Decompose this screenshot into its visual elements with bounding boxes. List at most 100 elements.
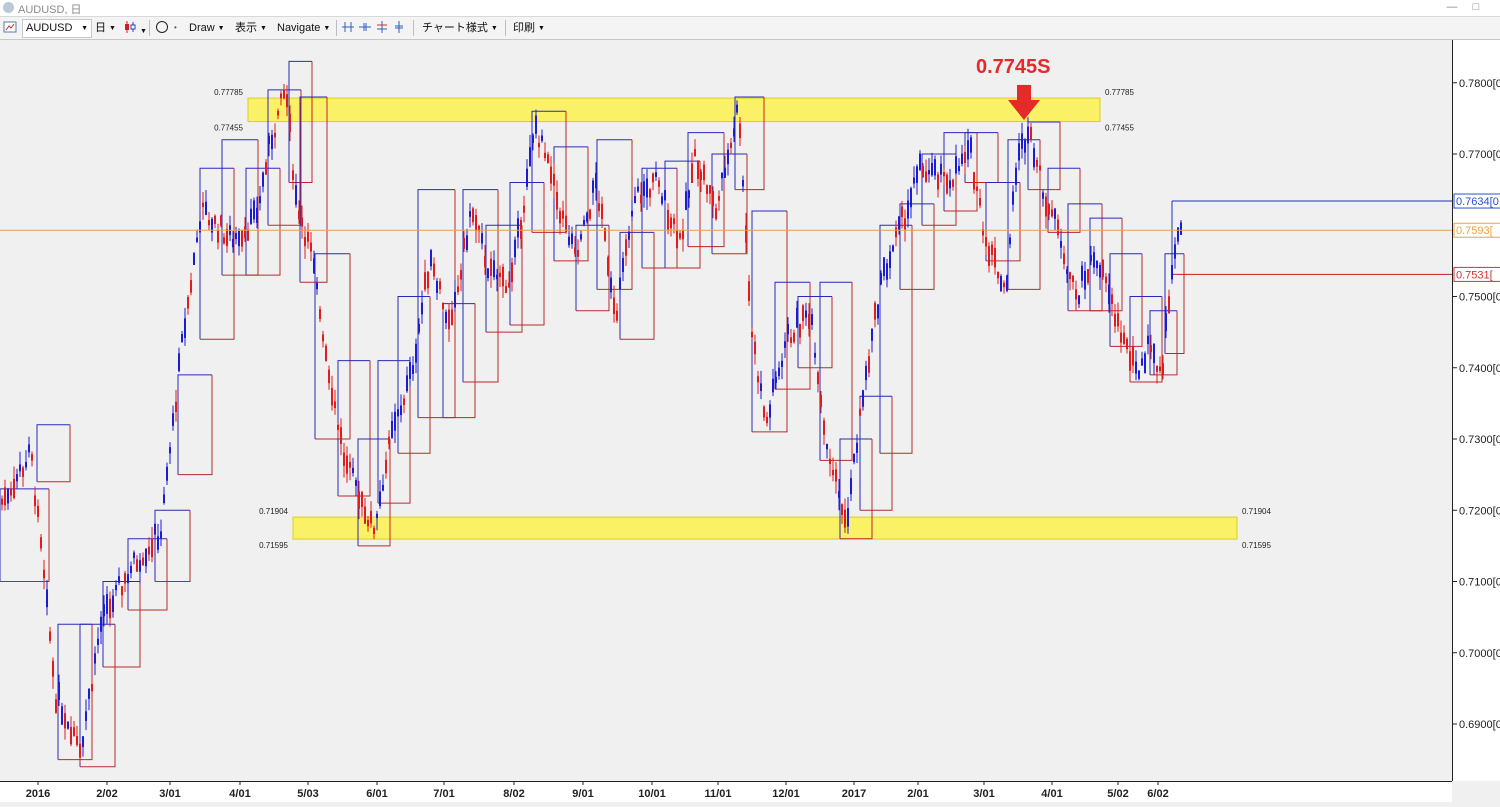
range-box-lower	[155, 510, 191, 582]
symbol-select[interactable]: AUDUSD ▼	[22, 19, 92, 38]
range-box-upper	[314, 253, 350, 439]
candle-body	[403, 398, 405, 406]
zone-top-label-left: 0.71904	[259, 507, 288, 516]
price-chart[interactable]: 0.77785 0.77455 0.77785 0.77455 0.71904 0.715…	[0, 40, 1452, 781]
chart-canvas[interactable]: 0.77785 0.77455 0.77785 0.77455 0.71904 0.715…	[0, 40, 1452, 781]
candle-body	[829, 458, 831, 464]
price-label-box	[1453, 193, 1500, 209]
maximize-icon[interactable]: □	[1472, 1, 1480, 13]
zoom-in-y-button[interactable]	[375, 20, 389, 36]
candle-body	[340, 427, 342, 445]
range-box-lower	[200, 168, 235, 340]
candle-body	[292, 170, 294, 180]
candle-body	[175, 401, 177, 412]
candle-body	[1144, 353, 1146, 374]
candle-body	[472, 208, 474, 223]
symbol-value: AUDUSD	[26, 22, 73, 34]
candle-body	[178, 353, 180, 372]
navigate-menu[interactable]: Navigate ▼	[277, 20, 330, 36]
candle-body	[400, 405, 402, 416]
candle-body	[58, 682, 60, 700]
candle-body	[301, 217, 303, 227]
candle-body	[559, 211, 561, 224]
bullet-separator-icon: •	[174, 23, 177, 32]
candle-body	[430, 250, 432, 267]
range-box-upper	[751, 210, 787, 432]
candle-body	[898, 216, 900, 230]
candle-body	[157, 536, 159, 550]
candle-body	[751, 331, 753, 338]
view-menu[interactable]: 表示 ▼	[235, 20, 267, 36]
range-box-upper	[687, 132, 724, 247]
zone-bottom-label-right: 0.77455	[1105, 124, 1134, 133]
candle-body	[1108, 284, 1110, 305]
candle-body	[742, 180, 744, 187]
candle-body	[412, 365, 414, 374]
candle-body	[487, 268, 489, 279]
candle-body	[883, 257, 885, 277]
candle-body	[76, 736, 78, 745]
zoom-in-x-button[interactable]	[341, 20, 355, 36]
candle-style-dropdown[interactable]: ▼	[123, 20, 147, 36]
candle-body	[13, 478, 15, 498]
candle-body	[1006, 275, 1008, 291]
print-menu[interactable]: 印刷 ▼	[513, 20, 545, 36]
range-box-upper	[531, 110, 566, 233]
price-label-text: 0.7634[0	[1456, 196, 1499, 208]
range-box-upper	[337, 360, 370, 496]
candle-body	[703, 164, 705, 181]
candle-body	[220, 215, 222, 226]
candle-body	[610, 277, 612, 293]
minimize-icon[interactable]: —	[1446, 1, 1458, 13]
zoom-out-x-button[interactable]	[358, 20, 372, 36]
range-box-lower	[1165, 253, 1185, 354]
candle-body	[442, 302, 444, 310]
candle-body	[856, 442, 858, 453]
candle-body	[847, 508, 849, 527]
range-box-upper	[1067, 203, 1102, 311]
zone-top-label-left: 0.77785	[214, 88, 243, 97]
candle-body	[871, 329, 873, 341]
candle-body	[733, 128, 735, 137]
draw-menu[interactable]: Draw ▼	[189, 20, 225, 36]
price-axis[interactable]: 0.7800[0 0.7700[0 0.7500[0 0.7400[0 0.7300[0…	[1452, 40, 1500, 781]
candle-body	[667, 209, 669, 230]
candle-body	[262, 172, 264, 187]
chart-window-icon[interactable]	[3, 20, 17, 36]
candle-body	[121, 586, 123, 596]
candle-body	[190, 280, 192, 293]
candle-body	[85, 711, 87, 721]
range-box-upper	[921, 153, 956, 226]
time-axis[interactable]: 2016 2/02 3/01 4/01 5/03 6/01 7/01 8/02 9/01 10/0…	[0, 781, 1452, 802]
candle-body	[97, 638, 99, 645]
zoom-out-y-button[interactable]	[392, 20, 406, 36]
candle-body	[658, 180, 660, 187]
range-box-upper	[377, 360, 410, 504]
candle-body	[943, 172, 945, 177]
timeframe-dropdown[interactable]: 日 ▼	[95, 20, 116, 36]
range-box-lower	[80, 624, 116, 768]
time-tick-label: 2/02	[96, 788, 117, 800]
title-bar: AUDUSD, 日 — □	[0, 0, 1500, 17]
candle-body	[730, 142, 732, 148]
chart-toolbar: AUDUSD ▼ 日 ▼ ▼ • Draw ▼ 表示 ▼ Navigate ▼ チャート様…	[0, 17, 1500, 40]
circle-tool-button[interactable]	[155, 20, 169, 36]
candle-body	[808, 313, 810, 329]
candle-body	[1009, 237, 1011, 245]
candle-body	[160, 531, 162, 539]
candle-body	[352, 467, 354, 474]
toolbar-divider	[413, 20, 414, 36]
candle-body	[268, 135, 270, 145]
candle-body	[394, 411, 396, 431]
chart-style-menu[interactable]: チャート様式 ▼	[422, 20, 498, 36]
candle-body	[598, 203, 600, 211]
candle-body	[1096, 260, 1098, 269]
candle-body	[271, 134, 273, 150]
time-tick-label: 12/01	[772, 788, 800, 800]
candle-body	[1159, 366, 1161, 371]
candle-body	[475, 215, 477, 231]
candle-body	[1, 498, 3, 505]
candle-body	[235, 233, 237, 240]
candle-body	[1099, 265, 1101, 278]
candle-body	[10, 488, 12, 496]
